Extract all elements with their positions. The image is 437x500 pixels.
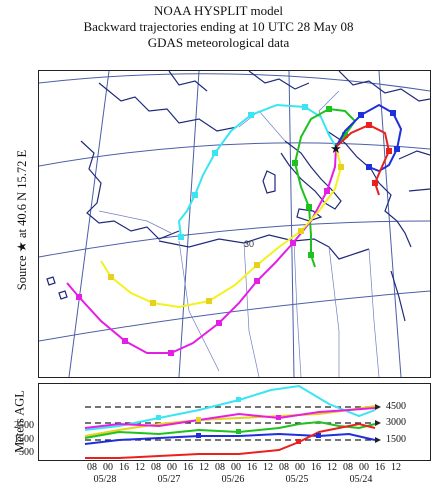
xtick-date-3: 05/26 (221, 474, 245, 485)
trajectory-map: 30 (38, 70, 431, 378)
reference-level-3000: 3000 (386, 417, 406, 428)
trajectory-blue (335, 103, 403, 173)
gridline-label-30: 30 (244, 239, 254, 249)
chart-title-line1: NOAA HYSPLIT model (153, 3, 284, 18)
xtick-hour-15: 16 (311, 462, 321, 473)
ytick-500: 500 (19, 447, 34, 458)
trajectory-blue-markers (358, 110, 400, 170)
coastlines (46, 71, 430, 322)
xtick-hour-2: 00 (103, 462, 113, 473)
xtick-hour-18: 00 (359, 462, 369, 473)
country-borders (98, 90, 380, 377)
xtick-hour-10: 00 (231, 462, 241, 473)
map-gridlines (39, 71, 430, 377)
trajectory-green-markers (292, 106, 348, 258)
trajectory-cyan (177, 103, 337, 238)
chart-title-line3: GDAS meteorological data (147, 35, 290, 50)
xtick-hour-11: 16 (247, 462, 257, 473)
ytick-2500: 2500 (14, 420, 34, 431)
profile-blue (84, 432, 376, 445)
xtick-hour-16: 12 (327, 462, 337, 473)
xtick-hour-6: 00 (167, 462, 177, 473)
reference-level-4500: 4500 (386, 401, 406, 412)
source-location-label: Source ★ at 40.6 N 15.72 E (15, 149, 29, 291)
trajectory-magenta (66, 146, 337, 354)
xtick-hour-12: 12 (263, 462, 273, 473)
xtick-hour-4: 12 (135, 462, 145, 473)
trajectory-cyan-markers (178, 104, 308, 240)
trajectory-yellow (100, 146, 343, 309)
xtick-hour-13: 08 (279, 462, 289, 473)
xtick-hour-3: 16 (119, 462, 129, 473)
xtick-hour-7: 16 (183, 462, 193, 473)
trajectory-magenta-markers (76, 188, 330, 356)
trajectory-yellow-markers (108, 164, 344, 306)
xtick-hour-5: 08 (151, 462, 161, 473)
profile-magenta (84, 407, 376, 429)
xtick-hour-1: 08 (87, 462, 97, 473)
chart-title-line2: Backward trajectories ending at 10 UTC 2… (83, 19, 354, 34)
xtick-hour-19: 16 (375, 462, 385, 473)
xtick-hour-8: 12 (199, 462, 209, 473)
xtick-hour-17: 08 (343, 462, 353, 473)
xtick-hour-14: 00 (295, 462, 305, 473)
trajectory-red-markers (366, 122, 392, 186)
profile-markers (156, 397, 321, 444)
xtick-date-2: 05/27 (157, 474, 181, 485)
ytick-1500: 1500 (14, 434, 34, 445)
xtick-hour-20: 12 (391, 462, 401, 473)
profile-reference-arrows (375, 404, 381, 443)
source-star-icon: ★ (330, 141, 342, 156)
profile-red (85, 422, 376, 459)
xtick-date-1: 05/28 (93, 474, 117, 485)
xtick-date-5: 05/24 (349, 474, 373, 485)
height-profile (38, 383, 431, 461)
reference-level-1500: 1500 (386, 434, 406, 445)
xtick-hour-9: 08 (215, 462, 225, 473)
xtick-date-4: 05/25 (285, 474, 309, 485)
